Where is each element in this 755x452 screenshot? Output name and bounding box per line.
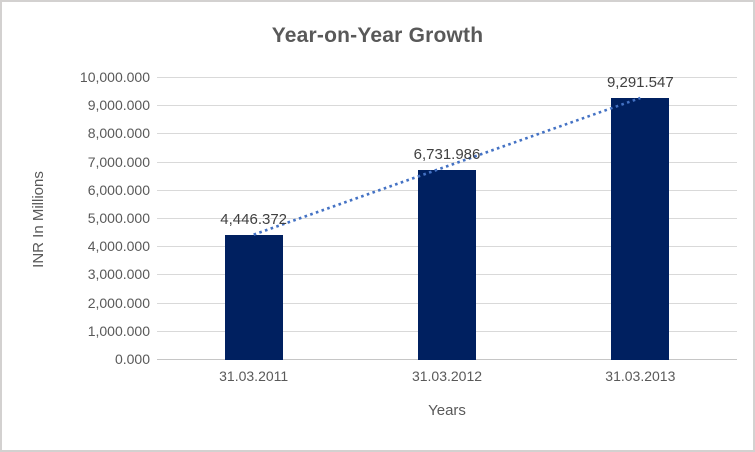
y-tick-label: 3,000.000: [87, 266, 150, 283]
y-axis-ticks: 0.000 1,000.000 2,000.000 3,000.000 4,000.00…: [2, 69, 150, 367]
y-tick-label: 2,000.000: [87, 294, 150, 311]
y-tick-label: 0.000: [114, 351, 150, 367]
bar-31.03.2013: [611, 97, 670, 360]
x-tick-label: 31.03.2011: [219, 368, 289, 384]
plot-area: 4,446.372 6,731.986 9,291.547: [157, 74, 737, 360]
y-tick-label: 8,000.000: [87, 125, 150, 142]
gridline: [157, 105, 737, 107]
chart-title: Year-on-Year Growth: [271, 24, 484, 47]
y-tick-label: 9,000.000: [87, 97, 150, 114]
bar-value-label: 6,731.986: [413, 146, 481, 164]
trendline-dotted: [253, 96, 641, 236]
trendline: [253, 96, 641, 236]
x-tick-label: 31.03.2012: [411, 368, 483, 384]
gridline: [157, 77, 737, 78]
x-axis-ticks: 31.03.2011 31.03.2012 31.03.2013: [157, 368, 737, 388]
y-tick-label: 7,000.000: [87, 153, 150, 170]
x-tick-label: 31.03.2013: [605, 368, 676, 384]
gridline: [157, 161, 737, 163]
y-tick-label: 1,000.000: [87, 322, 150, 339]
bar-31.03.2011: [224, 234, 283, 360]
y-tick-label: 10,000.000: [79, 69, 150, 85]
bar-value-label: 4,446.372: [220, 210, 288, 228]
gridline: [157, 133, 737, 135]
y-tick-label: 5,000.000: [87, 210, 150, 226]
x-axis-title: Years: [428, 402, 466, 419]
bar-31.03.2012: [418, 170, 476, 360]
bar-value-label: 9,291.547: [606, 73, 674, 91]
y-tick-label: 6,000.000: [87, 181, 150, 198]
y-tick-label: 4,000.000: [87, 238, 150, 255]
